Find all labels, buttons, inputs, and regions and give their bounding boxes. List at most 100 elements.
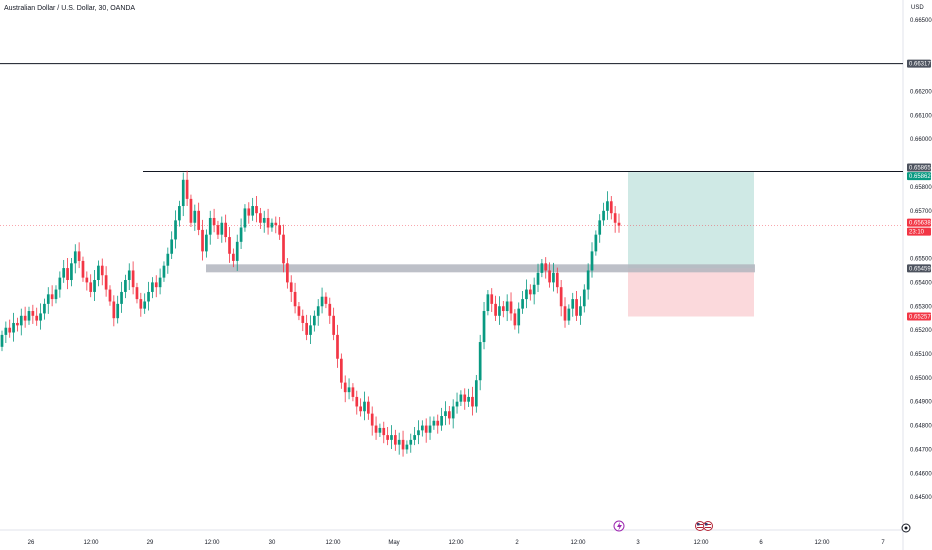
candle [521, 290, 524, 314]
candle-body [274, 222, 278, 226]
candle-body [151, 282, 154, 292]
candle-body [286, 263, 289, 283]
candle-body [185, 179, 189, 199]
candle [525, 279, 528, 309]
candle [239, 218, 243, 249]
candle-body [482, 311, 486, 343]
price-axis: 0.64500 0.64600 0.64700 0.64800 0.64900 0.650… [910, 18, 932, 501]
lightning-event-icon [613, 520, 625, 532]
candle [158, 268, 162, 295]
candle-body [266, 217, 270, 228]
candle [0, 330, 4, 352]
candle [343, 375, 347, 403]
x-tick-label: 2 [515, 540, 519, 546]
candle [567, 304, 571, 325]
candle [548, 262, 551, 288]
support-zone [206, 264, 755, 273]
candle [31, 304, 35, 324]
candle-body [428, 425, 432, 433]
candle [540, 259, 544, 278]
candle-body [552, 272, 555, 283]
candle-body [320, 296, 324, 307]
y-tick-label: 0.66500 [910, 18, 932, 24]
x-tick-label: May [388, 540, 399, 546]
candle-body [459, 394, 463, 402]
candle [528, 284, 532, 301]
candle-body [135, 287, 139, 300]
candle [316, 299, 320, 326]
candle-body [293, 291, 297, 307]
candle [235, 234, 239, 271]
candle-body [270, 222, 274, 228]
candle [274, 216, 278, 234]
candle-body [181, 179, 185, 207]
candle [393, 429, 397, 451]
price-tag-bg [907, 172, 931, 181]
candle-body [4, 327, 8, 335]
candle [131, 261, 135, 295]
candle-body [251, 206, 255, 216]
candle [166, 247, 170, 274]
candle-body [420, 425, 424, 431]
candle [359, 398, 362, 417]
candle-body [486, 294, 490, 312]
candle-body [382, 427, 386, 436]
candle [309, 315, 312, 344]
x-tick-label: 12:00 [83, 540, 99, 546]
candle [513, 309, 517, 330]
price-tag: 0.65257 [907, 312, 931, 321]
y-tick-label: 0.64700 [910, 447, 932, 453]
price-tag-label: 0.65257 [909, 315, 931, 321]
candle-body [54, 289, 58, 300]
candle-body [208, 217, 212, 235]
candle [324, 292, 328, 309]
candle-body [131, 270, 135, 288]
candle [575, 290, 578, 322]
candle [35, 307, 39, 326]
candle-body [521, 299, 524, 309]
candle [598, 214, 602, 243]
candle-body [609, 201, 613, 214]
candle-body [239, 227, 243, 242]
candle [474, 374, 478, 413]
candle [486, 290, 490, 316]
candle-body [35, 315, 39, 321]
candle-body [494, 303, 497, 316]
candle-body [567, 308, 571, 321]
candle [282, 224, 285, 273]
candle-body [259, 213, 262, 223]
candle-body [232, 253, 235, 261]
candle [189, 194, 193, 228]
candle [382, 421, 386, 444]
candle [571, 292, 575, 317]
candle-body [598, 220, 602, 235]
candle-body [374, 425, 378, 433]
candle-body [100, 265, 104, 276]
currency-label[interactable]: USD [911, 5, 924, 11]
candle-body [590, 251, 594, 271]
x-tick-label: 12:00 [570, 540, 586, 546]
candle-body [586, 270, 590, 290]
candle-body [58, 277, 62, 290]
candle-body [301, 315, 305, 323]
candle-body [158, 277, 162, 288]
candle [428, 416, 432, 440]
y-tick-label: 0.64500 [910, 495, 932, 501]
candle-body [19, 315, 23, 326]
candle-body [540, 263, 544, 273]
candle [536, 263, 540, 292]
x-tick-label: 3 [636, 540, 640, 546]
y-tick-label: 0.65300 [910, 304, 932, 310]
candle [478, 334, 482, 391]
candle [490, 288, 494, 312]
candle-body [216, 225, 220, 235]
candle [170, 231, 174, 260]
candle-body [282, 234, 285, 264]
candle-body [220, 222, 224, 235]
candle [413, 426, 416, 446]
candle-body [85, 277, 89, 283]
event-markers [613, 520, 911, 533]
candle [54, 285, 58, 304]
candle-body [62, 268, 66, 278]
